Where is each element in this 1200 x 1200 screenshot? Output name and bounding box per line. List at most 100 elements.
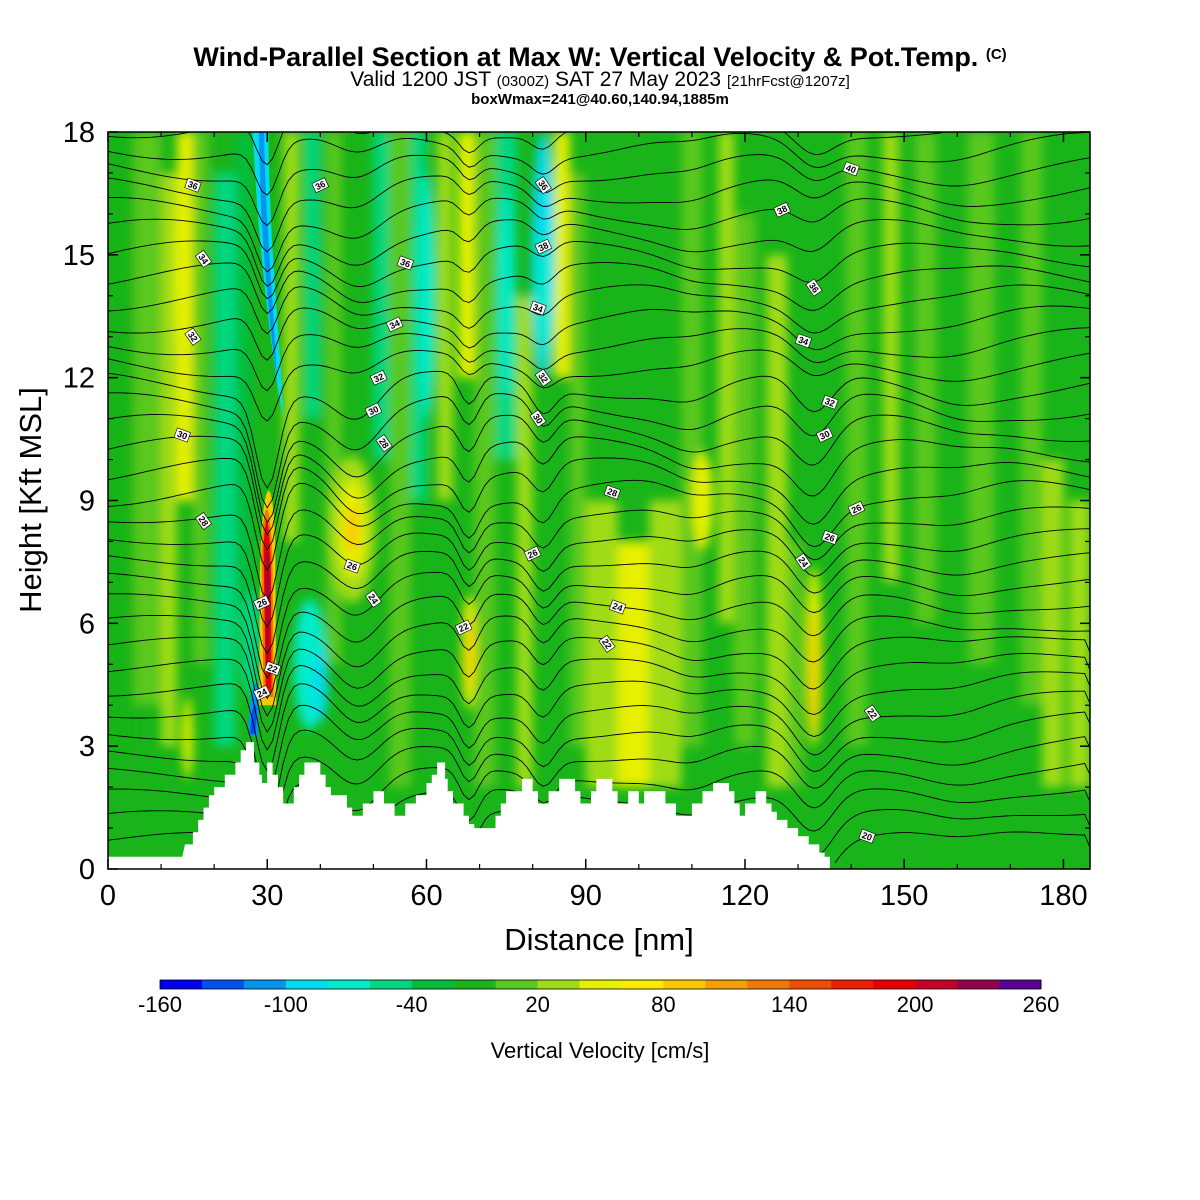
box-wmax-info: boxWmax=241@40.60,140.94,1885m — [471, 91, 729, 108]
colorbar-swatch-16 — [831, 980, 874, 989]
theta-label-18: 30 — [173, 427, 191, 443]
theta-label-text-8: 36 — [807, 281, 821, 295]
theta-label-15: 32 — [821, 394, 839, 410]
terrain-profile — [108, 742, 1090, 869]
theta-label-text-23: 28 — [196, 514, 210, 528]
theta-label-0: 36 — [184, 177, 202, 193]
colorbar: -160 -100 -40 20 80 140 200 260 — [138, 979, 1059, 1017]
colorbar-swatch-11 — [621, 980, 664, 989]
theta-label-text-25: 26 — [526, 547, 539, 560]
colorbar-frame — [159, 979, 1042, 990]
theta-label-text-7: 38 — [537, 240, 550, 253]
theta-label-8: 36 — [805, 278, 823, 297]
colorbar-swatch-2 — [243, 980, 287, 989]
colorbar-swatch-9 — [537, 980, 581, 989]
theta-label-31: 22 — [454, 619, 473, 636]
theta-label-24: 26 — [821, 529, 839, 545]
theta-label-5: 34 — [194, 249, 213, 268]
colorbar-swatch-18 — [915, 980, 958, 989]
x-tick-label-180: 180 — [1039, 880, 1087, 912]
theta-label-25: 26 — [523, 545, 542, 562]
valid-time: Valid 1200 JST — [350, 68, 491, 91]
potential-temperature-contours — [108, 132, 1090, 869]
colorbar-swatch-12 — [663, 980, 706, 989]
colorbar-tick--40: -40 — [396, 992, 428, 1017]
y-tick-label-3: 3 — [79, 731, 95, 763]
theta-label-text-2: 36 — [536, 178, 550, 192]
theta-label-26: 24 — [794, 552, 812, 571]
theta-label-text-6: 36 — [399, 257, 412, 270]
theta-label-text-20: 28 — [377, 436, 391, 450]
theta-label-28: 26 — [253, 595, 271, 611]
y-tick-label-0: 0 — [79, 854, 95, 886]
theta-label-text-13: 32 — [372, 371, 385, 384]
colorbar-tick--100: -100 — [264, 992, 308, 1017]
theta-label-21: 28 — [603, 484, 621, 500]
colorbar-swatch-1 — [202, 980, 245, 989]
theta-label-17: 30 — [529, 409, 547, 428]
theta-label-32: 22 — [598, 634, 616, 653]
colorbar-swatch-13 — [705, 980, 748, 989]
theta-label-30: 24 — [608, 599, 627, 615]
x-tick-label-30: 30 — [251, 880, 283, 912]
theta-label-text-22: 26 — [850, 502, 863, 515]
copyright-mark: (C) — [985, 46, 1007, 63]
forecast-info: [21hrFcst@1207z] — [726, 73, 850, 90]
terrain-mask — [108, 742, 1090, 869]
theta-label-3: 40 — [842, 161, 860, 177]
theta-label-text-14: 32 — [536, 371, 550, 385]
x-tick-label-150: 150 — [880, 880, 928, 912]
colorbar-swatch-20 — [999, 980, 1042, 989]
theta-label-text-26: 24 — [796, 555, 810, 569]
theta-label-6: 36 — [396, 255, 414, 271]
chart-title: Wind-Parallel Section at Max W: Vertical… — [0, 40, 1200, 72]
theta-label-2: 36 — [534, 176, 552, 195]
theta-label-9: 34 — [529, 300, 547, 316]
y-tick-label-15: 15 — [63, 240, 95, 272]
theta-label-20: 28 — [375, 434, 393, 453]
theta-label-text-30: 24 — [611, 601, 624, 614]
theta-label-10: 34 — [385, 316, 404, 333]
theta-label-14: 32 — [534, 368, 552, 387]
theta-contour-labels: 36 36 36 40 38 34 36 38 36 34 34 32 34 32 32 32 30 30 30 30… — [173, 161, 881, 844]
colorbar-swatch-4 — [327, 980, 371, 989]
colorbar-swatch-0 — [160, 980, 203, 989]
theta-label-11: 32 — [184, 327, 202, 346]
valid-time-utc: (0300Z) — [496, 73, 550, 90]
colorbar-tick-140: 140 — [771, 992, 808, 1017]
theta-label-27: 26 — [343, 558, 361, 574]
theta-label-text-5: 34 — [196, 252, 210, 266]
theta-label-text-18: 30 — [176, 429, 189, 442]
colorbar-swatch-7 — [453, 980, 497, 989]
theta-label-19: 30 — [815, 427, 834, 443]
x-tick-label-60: 60 — [410, 880, 442, 912]
theta-label-text-3: 40 — [845, 163, 858, 176]
colorbar-tick--160: -160 — [138, 992, 182, 1017]
theta-label-12: 34 — [794, 333, 813, 349]
theta-label-1: 36 — [311, 177, 330, 194]
colorbar-swatch-17 — [873, 980, 916, 989]
theta-label-7: 38 — [534, 238, 553, 255]
x-tick-label-0: 0 — [100, 880, 116, 912]
y-axis-title: Height [Kft MSL] — [13, 387, 48, 613]
theta-label-text-19: 30 — [818, 429, 831, 442]
colorbar-swatch-19 — [957, 980, 1000, 989]
x-tick-label-90: 90 — [570, 880, 602, 912]
theta-label-text-4: 38 — [776, 203, 789, 216]
theta-label-text-9: 34 — [532, 302, 545, 315]
theta-label-text-28: 26 — [255, 596, 268, 609]
theta-label-text-17: 30 — [531, 412, 545, 426]
theta-label-text-27: 26 — [346, 560, 359, 573]
theta-label-34: 24 — [253, 685, 271, 701]
theta-label-text-16: 30 — [367, 404, 380, 417]
y-tick-label-6: 6 — [79, 608, 95, 640]
theta-label-text-1: 36 — [314, 179, 327, 192]
theta-label-text-0: 36 — [186, 179, 199, 192]
colorbar-tick-200: 200 — [897, 992, 934, 1017]
theta-label-text-35: 22 — [865, 707, 879, 721]
theta-label-text-31: 22 — [457, 621, 470, 634]
valid-date: SAT 27 May 2023 — [554, 68, 722, 91]
theta-label-text-21: 28 — [606, 486, 619, 499]
